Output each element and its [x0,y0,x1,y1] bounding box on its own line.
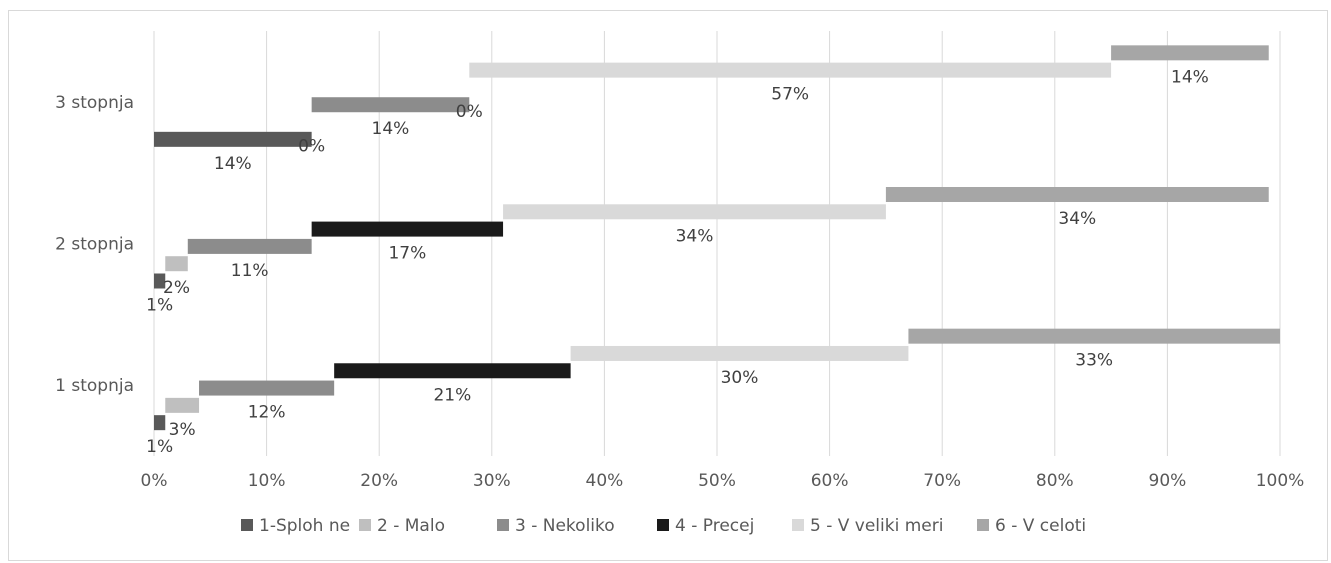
data-labels: 1%3%12%21%30%33%1%2%11%17%34%34%14%0%14%… [146,67,1209,457]
category-label: 2 stopnja [55,235,134,255]
x-tick-label: 40% [586,471,624,491]
data-label: 3% [169,420,196,440]
legend-label: 6 - V celoti [995,516,1086,536]
data-label: 14% [214,154,252,174]
data-label: 0% [298,137,325,157]
legend-swatch [497,519,509,531]
x-tick-label: 60% [811,471,849,491]
data-label: 11% [231,261,269,281]
bar [311,221,504,237]
bar [908,328,1280,344]
x-tick-label: 70% [923,471,961,491]
bar [154,273,166,289]
x-tick-label: 0% [141,471,168,491]
data-label: 0% [456,102,483,122]
bar [165,256,188,272]
category-label: 1 stopnja [55,376,134,396]
bar [885,187,1269,202]
chart-frame: 0% 10% 20% 30% 40% 50% 60% 70% 80% 90% 100% 1 stop… [8,10,1328,561]
x-tick-label: 100% [1256,471,1305,491]
legend-swatch [241,519,253,531]
data-label: 30% [721,368,759,388]
data-label: 17% [388,244,426,264]
data-label: 34% [1058,209,1096,229]
bar [199,380,335,396]
legend: 1-Sploh ne 2 - Malo 3 - Nekoliko 4 - Precej… [241,516,1086,536]
bar [165,397,200,413]
x-tick-label: 20% [360,471,398,491]
data-label: 34% [676,226,714,246]
legend-label: 5 - V veliki meri [810,516,943,536]
bar [570,345,909,361]
data-label: 12% [248,403,286,423]
data-label: 2% [163,278,190,298]
x-axis-ticks: 0% 10% 20% 30% 40% 50% 60% 70% 80% 90% 100% [141,471,1305,491]
data-label: 1% [146,296,173,316]
legend-label: 2 - Malo [377,516,445,536]
data-label: 14% [1171,67,1209,87]
x-tick-label: 30% [473,471,511,491]
category-label: 3 stopnja [55,93,134,113]
legend-label: 4 - Precej [675,516,754,536]
data-label: 33% [1075,351,1113,371]
bar [187,238,312,254]
data-label: 14% [372,119,410,139]
legend-swatch [657,519,669,531]
x-tick-label: 90% [1149,471,1187,491]
x-tick-label: 50% [698,471,736,491]
legend-label: 1-Sploh ne [259,516,350,536]
bar [503,204,886,220]
x-tick-label: 80% [1036,471,1074,491]
bar [311,97,470,113]
legend-swatch [977,519,989,531]
legend-label: 3 - Nekoliko [515,516,615,536]
legend-swatch [792,519,804,531]
bar [334,363,571,379]
chart-svg: 0% 10% 20% 30% 40% 50% 60% 70% 80% 90% 100% 1 stop… [55,31,1305,536]
data-label: 57% [771,85,809,105]
data-label: 1% [146,437,173,457]
category-labels: 1 stopnja 2 stopnja 3 stopnja [55,93,134,396]
legend-swatch [359,519,371,531]
x-tick-label: 10% [248,471,286,491]
bars [154,45,1280,431]
bar [1111,45,1269,61]
data-label: 21% [433,385,471,405]
bar [154,131,312,147]
bar [469,62,1112,78]
bar [154,415,166,431]
